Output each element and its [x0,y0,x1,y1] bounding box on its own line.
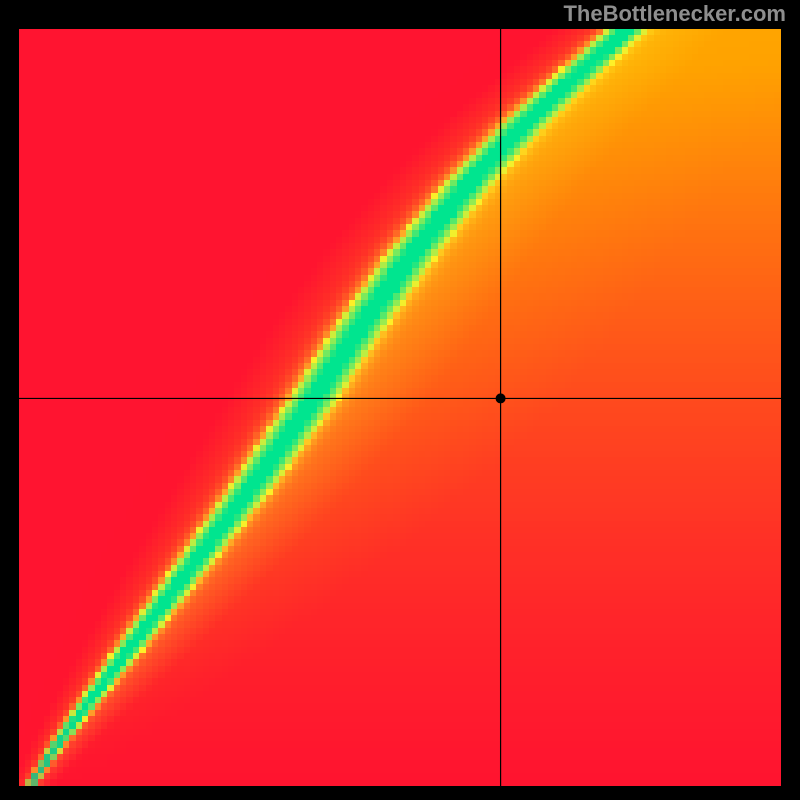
bottleneck-heatmap [19,29,781,786]
chart-container: TheBottlenecker.com [0,0,800,800]
watermark-text: TheBottlenecker.com [563,1,786,27]
